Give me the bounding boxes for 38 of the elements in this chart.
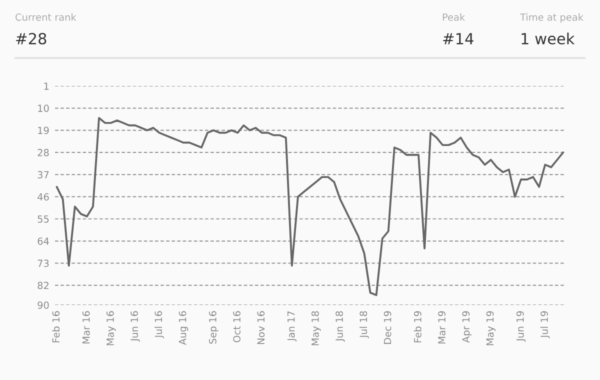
x-tick-label: May 19 xyxy=(486,311,496,346)
text: Peak xyxy=(442,13,466,21)
x-tick-label: Sep 16 xyxy=(209,311,218,344)
x-tick-label: Dec 19 xyxy=(384,311,392,344)
x-tick-label: Nov 16 xyxy=(257,311,265,344)
x-tick-label: Apr 19 xyxy=(462,311,472,343)
y-tick-label: 90 xyxy=(38,301,49,309)
y-tick-label: 28 xyxy=(38,148,49,156)
text: 1 week xyxy=(522,32,575,44)
x-tick-label: Jun 19 xyxy=(516,311,526,342)
y-tick-label: 10 xyxy=(38,104,49,112)
x-tick-label: Oct 16 xyxy=(233,311,240,342)
x-tick-label: Jun 16 xyxy=(130,311,140,342)
x-tick-label: Jul 19 xyxy=(540,311,550,338)
line-series xyxy=(56,117,564,296)
x-tick-label: May 18 xyxy=(311,311,321,346)
x-tick-label: Jul 18 xyxy=(360,311,369,338)
y-tick-label: 73 xyxy=(38,260,49,267)
x-tick-label: Mar 16 xyxy=(82,311,90,344)
x-tick-label: Mar 19 xyxy=(438,311,446,344)
text: Current rank xyxy=(16,13,76,21)
x-tick-label: Feb 16 xyxy=(52,311,60,342)
y-tick-label: 46 xyxy=(38,193,49,201)
x-tick-label: Aug 16 xyxy=(178,311,188,345)
y-tick-label: 64 xyxy=(38,238,49,245)
x-tick-label: Jan 17 xyxy=(288,311,297,342)
text: #14 xyxy=(443,33,474,44)
text: Time at peak xyxy=(520,13,584,23)
y-tick-label: 19 xyxy=(38,126,49,134)
x-tick-label: May 16 xyxy=(106,311,116,346)
y-tick-label: 82 xyxy=(38,282,48,290)
y-tick-label: 1 xyxy=(44,82,49,90)
x-tick-label: Jun 18 xyxy=(336,311,345,342)
x-tick-label: Jul 16 xyxy=(154,311,164,338)
y-tick-label: 37 xyxy=(38,171,49,178)
y-tick-label: 55 xyxy=(38,215,49,223)
text: #28 xyxy=(16,32,46,44)
x-tick-label: Feb 19 xyxy=(414,311,422,342)
